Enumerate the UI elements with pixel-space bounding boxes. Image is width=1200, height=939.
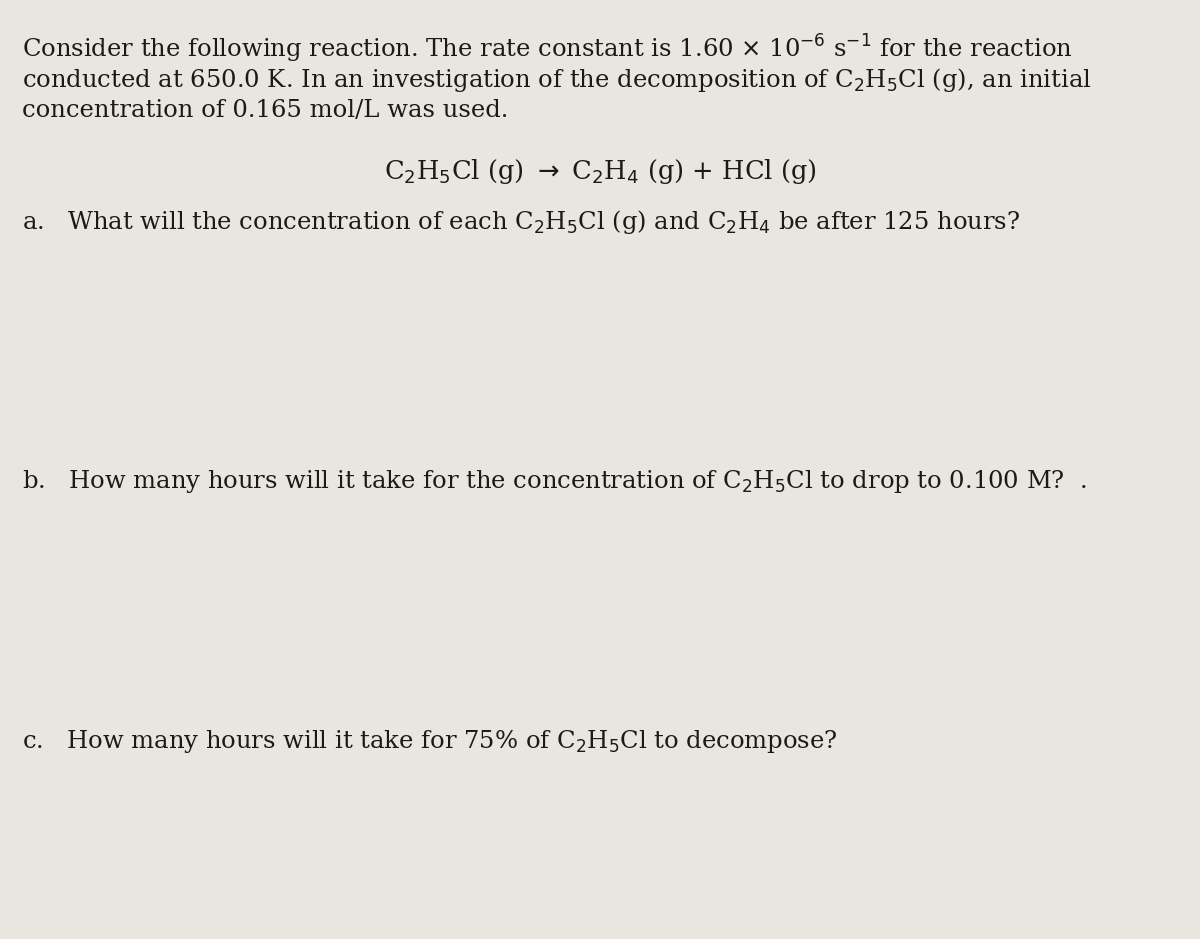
Text: c.   How many hours will it take for 75% of C$_2$H$_5$Cl to decompose?: c. How many hours will it take for 75% o… bbox=[22, 728, 838, 755]
Text: conducted at 650.0 K. In an investigation of the decomposition of C$_2$H$_5$Cl (: conducted at 650.0 K. In an investigatio… bbox=[22, 66, 1091, 94]
Text: C$_2$H$_5$Cl (g) $\rightarrow$ C$_2$H$_4$ (g) + HCl (g): C$_2$H$_5$Cl (g) $\rightarrow$ C$_2$H$_4… bbox=[384, 157, 816, 186]
Text: Consider the following reaction. The rate constant is 1.60 $\times$ 10$^{-6}$ s$: Consider the following reaction. The rat… bbox=[22, 33, 1073, 65]
Text: b.   How many hours will it take for the concentration of C$_2$H$_5$Cl to drop t: b. How many hours will it take for the c… bbox=[22, 468, 1086, 495]
Text: concentration of 0.165 mol/L was used.: concentration of 0.165 mol/L was used. bbox=[22, 99, 508, 121]
Text: a.   What will the concentration of each C$_2$H$_5$Cl (g) and C$_2$H$_4$ be afte: a. What will the concentration of each C… bbox=[22, 208, 1020, 237]
